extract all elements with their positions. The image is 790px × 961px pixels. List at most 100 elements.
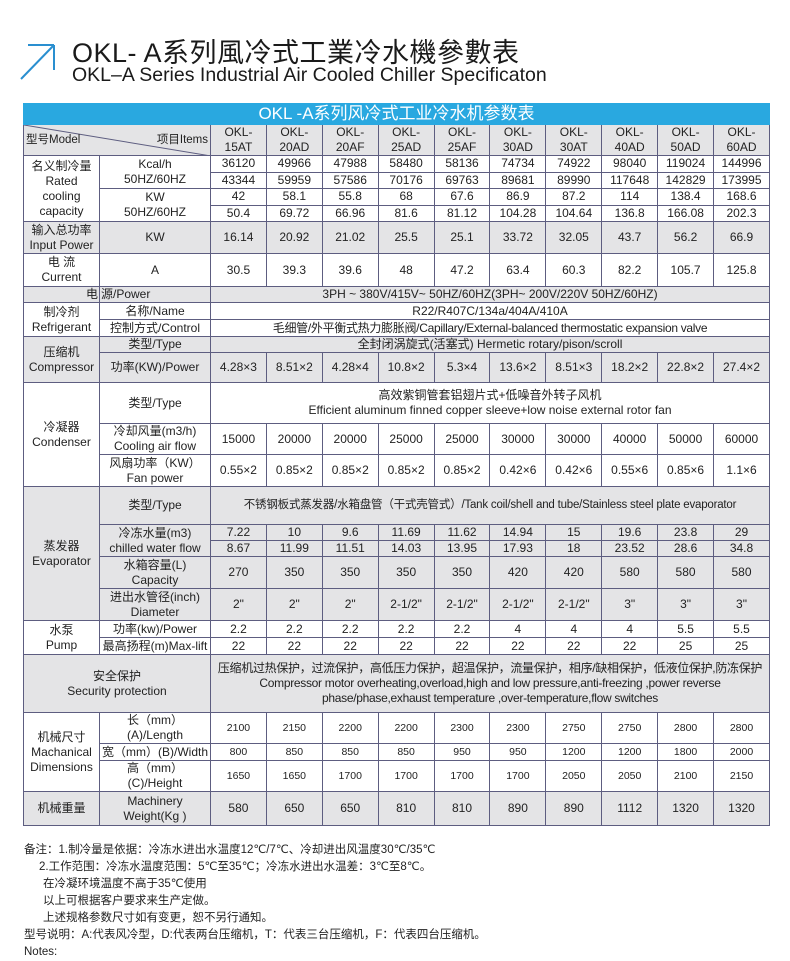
value-cell: 15000 (210, 423, 267, 455)
unit-label: 冷冻水量(m3) chilled water flow (99, 524, 211, 557)
table-row: 机械重量 Machinery Weight(Kg ) 580 650 650 810 810… (23, 791, 771, 826)
value-cell: 82.2 (601, 253, 659, 287)
value-cell: 1700 (433, 760, 491, 792)
value-cell: 1650 (210, 760, 267, 792)
value-cell: 1200 (545, 743, 603, 761)
value-cell: 2050 (601, 760, 659, 792)
value-cell: 890 (489, 791, 547, 826)
value-cell: 59959 (265, 171, 323, 189)
value-cell: 36120 (210, 155, 267, 173)
diagonal-line (24, 125, 211, 156)
table-row: 最高扬程(m)Max-lift 22 22 22 22 22 22 22 22 25 25 (24, 637, 771, 655)
row-label: 冷凝器 Condenser (23, 382, 100, 487)
value-cell: 2" (321, 588, 379, 621)
value-cell: 22.8×2 (657, 352, 715, 383)
value-cell: 67.6 (433, 188, 491, 206)
value-cell: 350 (377, 556, 435, 589)
value-cell: 20000 (321, 423, 379, 455)
value-cell: 66.96 (321, 204, 379, 222)
value-cell: 2-1/2" (489, 588, 547, 621)
value-cell: 2100 (210, 712, 267, 744)
value-cell: 70176 (377, 171, 435, 189)
value-cell: 2.2 (210, 620, 267, 638)
row-label: 输入总功率 Input Power (23, 221, 100, 254)
value-cell: 25000 (433, 423, 491, 455)
value-cell: 2.2 (265, 620, 323, 638)
value-cell: 69.72 (265, 204, 323, 222)
value-cell: 136.8 (601, 204, 659, 222)
value-cell: OKL- 30AD (489, 124, 547, 156)
table-row: OKL -A系列风冷式工业冷水机参数表 (22, 103, 771, 125)
value-cell: 580 (210, 791, 267, 826)
value-cell: 2200 (377, 712, 435, 744)
unit-label: 高（mm）(C)/Height (99, 760, 211, 792)
value-cell: 58136 (433, 155, 491, 173)
table-row: 功率(KW)/Power 4.28×3 8.51×2 4.28×4 10.8×2 5.3×… (24, 352, 771, 383)
unit-label: KW (99, 221, 211, 254)
table-row: 水箱容量(L) Capacity 270 350 350 350 350 420 420 580… (24, 556, 771, 589)
value-cell: 105.7 (657, 253, 715, 287)
value-cell: 68 (377, 188, 435, 206)
value-cell: 56.2 (657, 221, 715, 254)
value-cell: 420 (489, 556, 547, 589)
value-cell: 850 (321, 743, 379, 761)
value-cell: 580 (601, 556, 659, 589)
row-label: 制冷剂 Refrigerant (23, 302, 100, 337)
value-cell: 2.2 (377, 620, 435, 638)
value-cell: 2750 (545, 712, 603, 744)
value-cell: 2.2 (321, 620, 379, 638)
page-title: OKL- A系列風冷式工業冷水機參數表 (72, 38, 520, 68)
unit-label: 宽（mm）(B)/Width (99, 743, 211, 761)
value-cell: 144996 (713, 155, 771, 173)
value-cell: 3" (713, 588, 771, 621)
value-cell: 22 (377, 637, 435, 655)
value-cell: 87.2 (545, 188, 603, 206)
value-cell: 2" (210, 588, 267, 621)
value-cell: 0.42×6 (545, 454, 603, 487)
value-cell: 4 (489, 620, 547, 638)
value-cell: 28.6 (657, 540, 715, 557)
unit-label: 水箱容量(L) Capacity (99, 556, 211, 589)
value-cell: 48 (377, 253, 435, 287)
value-cell: 13.95 (433, 540, 491, 557)
value-cell: 89681 (489, 171, 547, 189)
value-cell: 1112 (601, 791, 659, 826)
value-cell: OKL- 25AF (433, 124, 491, 156)
unit-label: 源/Power (99, 286, 211, 303)
row-label: 压缩机 Compressor (23, 336, 100, 383)
value-cell: 350 (321, 556, 379, 589)
value-cell: 43.7 (601, 221, 659, 254)
value-cell: 0.85×2 (377, 454, 435, 487)
value-cell: 202.3 (713, 204, 771, 222)
corner-items-label: 项目Items (156, 134, 208, 146)
value-cell: 18 (545, 540, 603, 557)
row-label: 水泵 Pump (23, 620, 100, 655)
value-cell: 25 (657, 637, 715, 655)
value-cell: 3PH ~ 380V/415V~ 50HZ/60HZ(3PH~ 200V/220… (209, 286, 771, 303)
table-row: KW 50HZ/60HZ 42 58.1 55.8 68 67.6 86.9 87.2 114 1… (24, 188, 771, 222)
value-cell: 39.6 (321, 253, 379, 287)
value-cell: 50.4 (210, 204, 267, 222)
value-cell: 890 (545, 791, 603, 826)
value-cell: 580 (713, 556, 771, 589)
table-row: 电源/Power 3PH ~ 380V/415V~ 50HZ/60HZ(3PH~ … (23, 286, 771, 303)
value-cell: 138.4 (657, 188, 715, 206)
table-row: 型号Model 项目Items OKL- 15AT OKL- 20AD OKL- 20A… (23, 124, 771, 156)
value-cell: 13.6×2 (489, 352, 547, 383)
value-cell: 580 (657, 556, 715, 589)
note-line: 2.工作范围：冷冻水温度范围：5℃至35℃；冷冻水进出水温差：3℃至8℃。 (39, 861, 432, 873)
value-cell: 22 (433, 637, 491, 655)
value-cell: 650 (321, 791, 379, 826)
value-cell: 74922 (545, 155, 603, 173)
unit-label: 长（mm）(A)/Length (99, 712, 211, 744)
unit-label: 类型/Type (99, 486, 211, 525)
value-cell: 47.2 (433, 253, 491, 287)
row-label: 蒸发器 Evaporator (23, 486, 100, 621)
value-cell: 19.6 (601, 524, 659, 541)
value-cell: 1700 (321, 760, 379, 792)
value-cell: OKL- 20AF (321, 124, 379, 156)
value-cell: 1800 (657, 743, 715, 761)
value-cell: 173995 (713, 171, 771, 189)
value-cell: OKL- 15AT (210, 124, 267, 156)
value-cell: 2" (265, 588, 323, 621)
